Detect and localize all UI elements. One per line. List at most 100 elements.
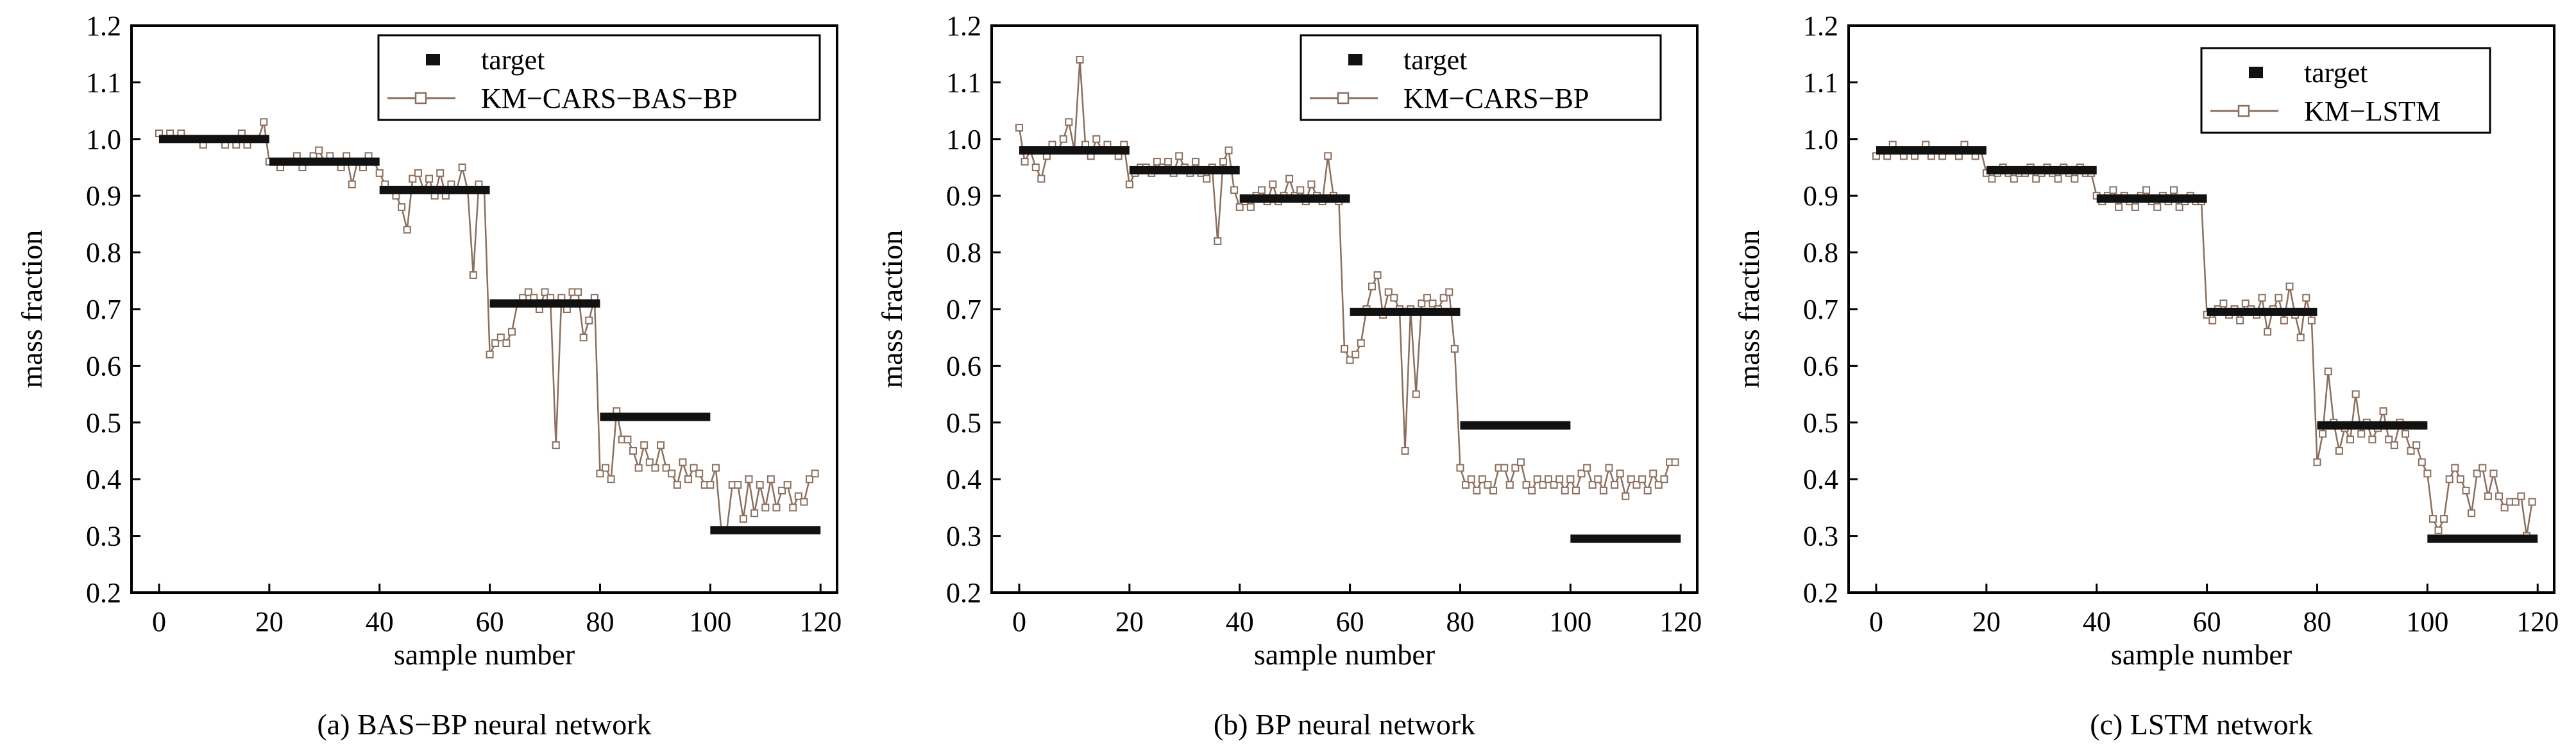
data-point-marker (524, 288, 532, 296)
data-point-marker (2385, 435, 2393, 444)
data-point-marker (761, 503, 770, 512)
y-tick-label: 0.2 (946, 577, 981, 609)
data-point-marker (1572, 486, 1580, 494)
legend-box (2200, 47, 2491, 134)
data-point-marker (767, 475, 775, 484)
data-point-marker (2445, 475, 2453, 484)
y-tick-label: 0.9 (1803, 180, 1838, 212)
x-tick-label: 80 (1446, 606, 1474, 637)
x-tick-label: 100 (689, 606, 731, 637)
data-point-marker (507, 328, 516, 336)
data-point-marker (1533, 475, 1541, 484)
y-tick-label: 0.3 (1803, 521, 1838, 552)
y-tick-label: 0.7 (86, 294, 121, 325)
data-point-marker (2280, 316, 2288, 325)
data-point-marker (1627, 475, 1635, 484)
data-point-marker (1175, 152, 1183, 160)
data-point-marker (1076, 56, 1084, 64)
data-point-marker (1191, 158, 1199, 166)
data-point-marker (623, 435, 632, 444)
y-tick-label: 0.5 (1803, 407, 1838, 439)
data-point-marker (2484, 492, 2492, 500)
data-point-marker (679, 458, 687, 466)
data-point-marker (1428, 300, 1437, 308)
x-tick-label: 60 (476, 606, 504, 637)
legend-target-label: target (2304, 57, 2368, 89)
data-point-marker (2412, 441, 2421, 450)
data-point-marker (2456, 475, 2464, 484)
data-point-marker (1373, 271, 1382, 279)
x-tick-label: 40 (366, 606, 394, 637)
data-point-marker (1489, 486, 1498, 494)
data-point-marker (1583, 464, 1591, 472)
y-tick-label: 1.0 (86, 124, 121, 155)
y-tick-label: 1.0 (1803, 124, 1838, 155)
data-point-marker (2208, 316, 2217, 325)
y-tick-label: 0.6 (86, 350, 121, 382)
data-point-marker (629, 447, 638, 455)
data-point-marker (2153, 203, 2162, 211)
data-point-marker (315, 146, 323, 155)
data-point-marker (2131, 203, 2139, 211)
data-point-marker (1500, 464, 1509, 472)
data-point-marker (1643, 486, 1652, 494)
data-point-marker (2390, 441, 2398, 450)
data-point-marker (2054, 174, 2062, 183)
panel-caption: (b) BP neural network (1214, 708, 1475, 741)
y-tick-label: 0.9 (86, 180, 121, 212)
y-tick-label: 0.7 (946, 294, 981, 325)
data-point-marker (1660, 475, 1668, 484)
data-point-marker (2418, 458, 2426, 466)
data-point-marker (1450, 344, 1459, 353)
data-point-marker (436, 169, 445, 177)
data-point-marker (1988, 174, 1996, 183)
data-point-marker (673, 481, 681, 489)
data-point-marker (1307, 180, 1316, 189)
data-point-marker (1390, 294, 1398, 302)
data-point-marker (1539, 481, 1547, 489)
data-point-marker (2379, 407, 2387, 416)
data-point-marker (806, 475, 814, 484)
data-point-marker (375, 169, 384, 177)
y-tick-label: 1.1 (86, 67, 121, 98)
data-point-marker (1561, 486, 1569, 494)
data-point-marker (469, 271, 477, 279)
data-point-marker (1544, 475, 1552, 484)
y-tick-label: 0.6 (1803, 350, 1838, 382)
data-point-marker (1605, 464, 1613, 472)
data-point-marker (1622, 492, 1630, 500)
data-point-marker (2517, 492, 2525, 500)
data-point-marker (645, 458, 654, 466)
data-point-marker (1224, 146, 1233, 155)
data-point-marker (778, 486, 786, 494)
data-point-marker (2142, 186, 2151, 194)
data-point-marker (783, 481, 792, 489)
x-axis-label: sample number (2111, 638, 2292, 671)
data-point-marker (2319, 430, 2327, 438)
data-point-marker (800, 498, 808, 506)
data-point-marker (2434, 526, 2443, 534)
data-point-marker (1611, 481, 1619, 489)
legend-prediction-marker (414, 92, 427, 105)
data-point-marker (2236, 316, 2244, 325)
data-point-marker (491, 339, 500, 348)
data-point-marker (1467, 475, 1475, 484)
data-point-marker (1401, 447, 1409, 455)
x-tick-label: 120 (1659, 606, 1702, 637)
data-point-marker (811, 469, 819, 478)
data-point-marker (2285, 282, 2294, 291)
data-point-marker (1638, 475, 1647, 484)
chart-panel-1: 0.2 0.3 0.4 0.5 0.6 0.7 0.8 0.9 1.0 1.1 1.2 0 20 40 60… (876, 10, 1702, 741)
data-point-marker (1517, 458, 1525, 466)
data-point-marker (541, 288, 549, 296)
x-tick-label: 120 (2516, 606, 2559, 637)
data-point-marker (602, 464, 610, 472)
data-point-marker (1164, 158, 1172, 166)
data-point-marker (2032, 174, 2040, 183)
x-axis-label: sample number (1254, 638, 1435, 671)
legend-prediction-marker (2237, 105, 2250, 117)
y-tick-label: 0.7 (1803, 294, 1838, 325)
data-point-marker (2495, 492, 2504, 500)
data-point-marker (2468, 509, 2476, 518)
series-line-1 (1018, 59, 1675, 500)
